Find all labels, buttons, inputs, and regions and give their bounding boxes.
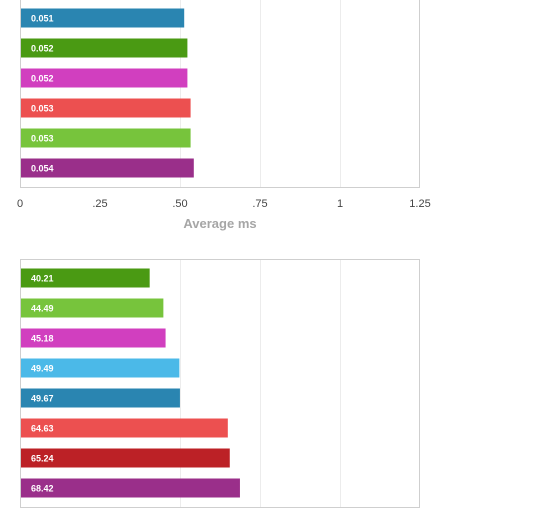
bar <box>21 298 164 318</box>
bar <box>21 68 188 88</box>
bar <box>21 478 240 498</box>
bar <box>21 358 180 378</box>
bar <box>21 158 194 178</box>
bar <box>21 8 185 28</box>
bar-value-label: 0.052 <box>31 44 54 54</box>
bar <box>21 38 188 58</box>
bar-value-label: 44.49 <box>31 304 54 314</box>
x-tick-label: .75 <box>252 198 267 210</box>
bar-value-label: 40.21 <box>31 274 54 284</box>
bar-value-label: 0.054 <box>31 164 54 174</box>
bar-value-label: 45.18 <box>31 334 54 344</box>
bar <box>21 418 228 438</box>
bar <box>21 128 191 148</box>
x-axis-title: Average ms <box>183 216 256 231</box>
bar-value-label: 49.67 <box>31 394 54 404</box>
x-tick-label: .50 <box>172 198 187 210</box>
plot-frame <box>20 0 420 188</box>
bar-value-label: 0.053 <box>31 134 54 144</box>
x-tick-label: 1 <box>337 198 343 210</box>
bar <box>21 268 150 288</box>
bar-value-label: 65.24 <box>31 454 54 464</box>
plot-frame <box>20 259 420 508</box>
bar <box>21 388 180 408</box>
bar-value-label: 68.42 <box>31 484 54 494</box>
bar <box>21 328 166 348</box>
bar <box>21 98 191 118</box>
bar <box>21 448 230 468</box>
x-tick-label: 1.25 <box>409 198 430 210</box>
bar-value-label: 0.053 <box>31 104 54 114</box>
x-tick-label: 0 <box>17 198 23 210</box>
bar-value-label: 0.051 <box>31 14 54 24</box>
bar-value-label: 64.63 <box>31 424 54 434</box>
bar-value-label: 49.49 <box>31 364 54 374</box>
bar-value-label: 0.052 <box>31 74 54 84</box>
x-tick-label: .25 <box>92 198 107 210</box>
